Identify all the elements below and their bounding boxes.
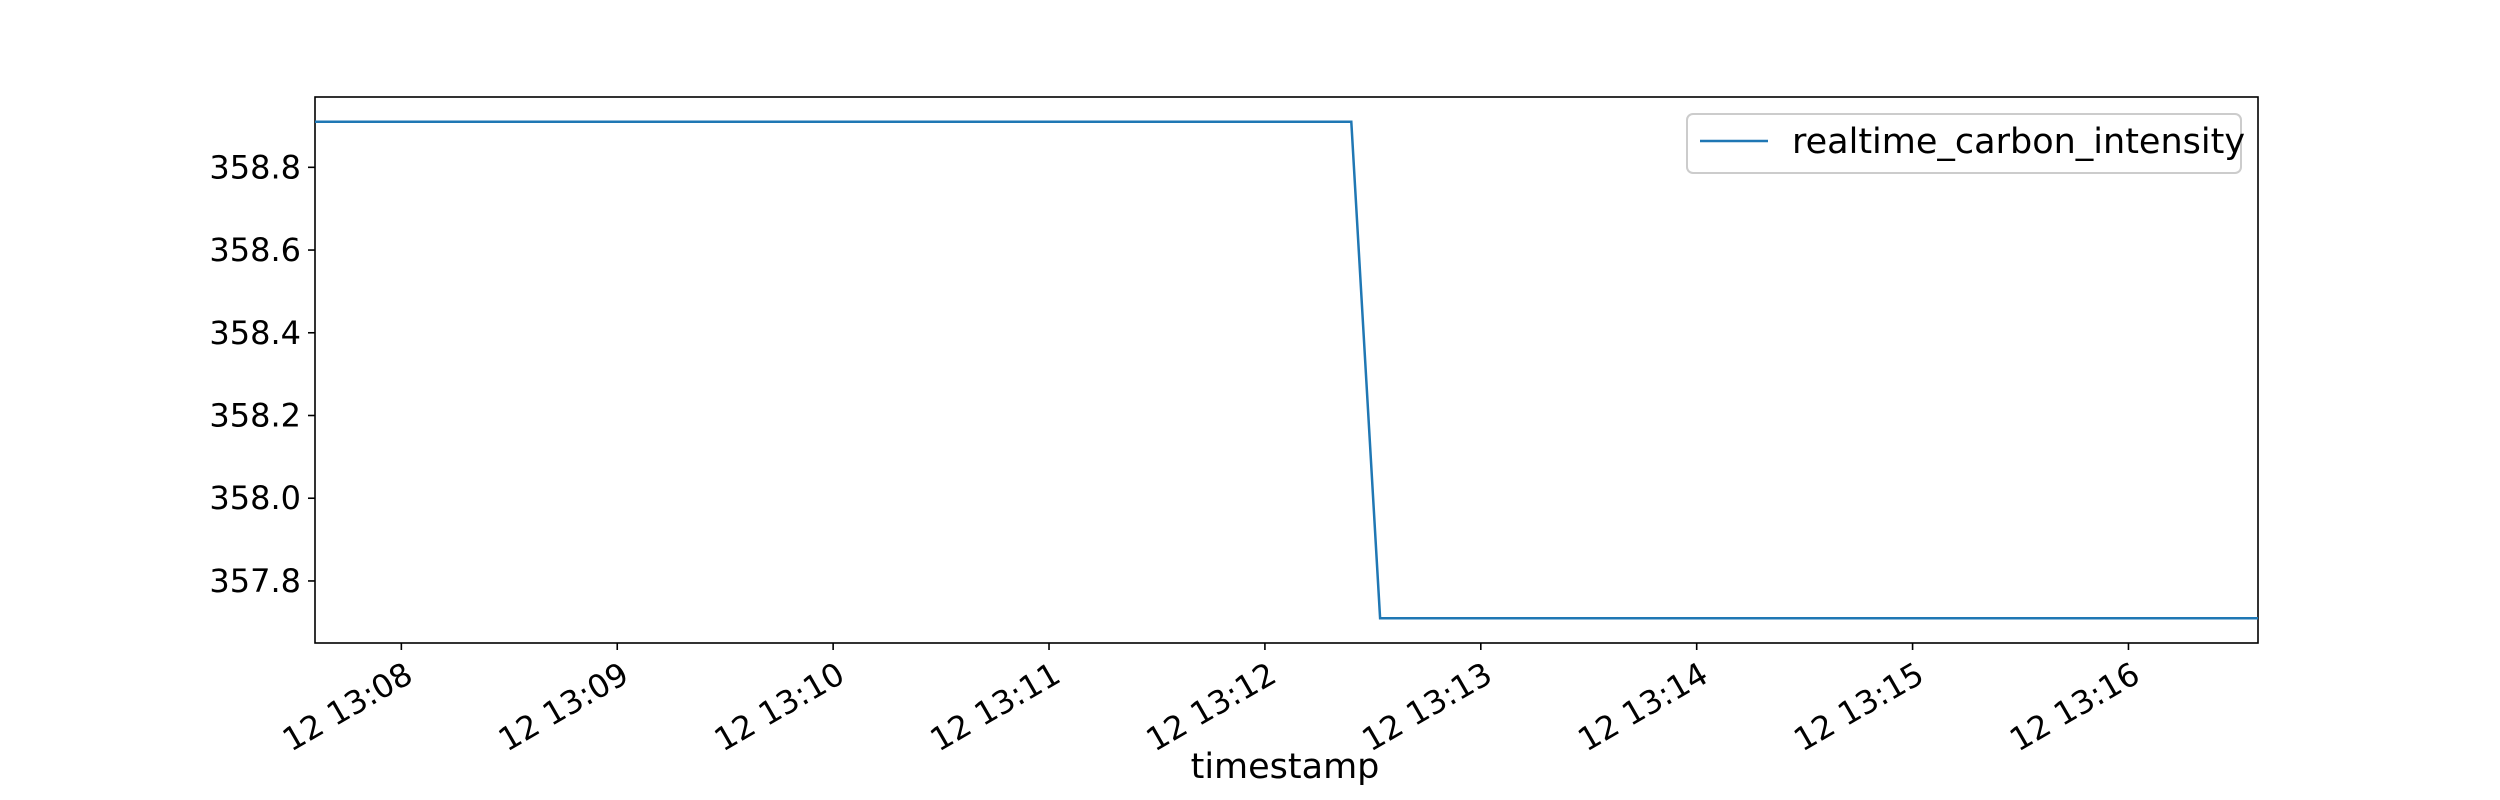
plot-frame	[314, 96, 2259, 644]
series-layer	[315, 120, 2258, 620]
y-tick-label: 358.0	[209, 479, 301, 517]
legend: realtime_carbon_intensity	[1686, 113, 2245, 174]
legend-label: realtime_carbon_intensity	[1792, 122, 2245, 162]
plot-area	[314, 96, 2259, 644]
y-tick-label: 357.8	[209, 562, 301, 600]
series-line-realtime-carbon-intensity	[315, 120, 2258, 620]
y-tick-label: 358.6	[209, 231, 301, 269]
y-tick-label: 358.8	[209, 148, 301, 186]
y-tick-label: 358.4	[209, 314, 301, 352]
x-axis-title: timestamp	[1191, 747, 1380, 787]
y-axis: 357.8 358.0 358.2 358.4 358.6 358.8	[209, 148, 315, 600]
legend-box	[1686, 113, 2242, 174]
y-tick-label: 358.2	[209, 397, 301, 435]
